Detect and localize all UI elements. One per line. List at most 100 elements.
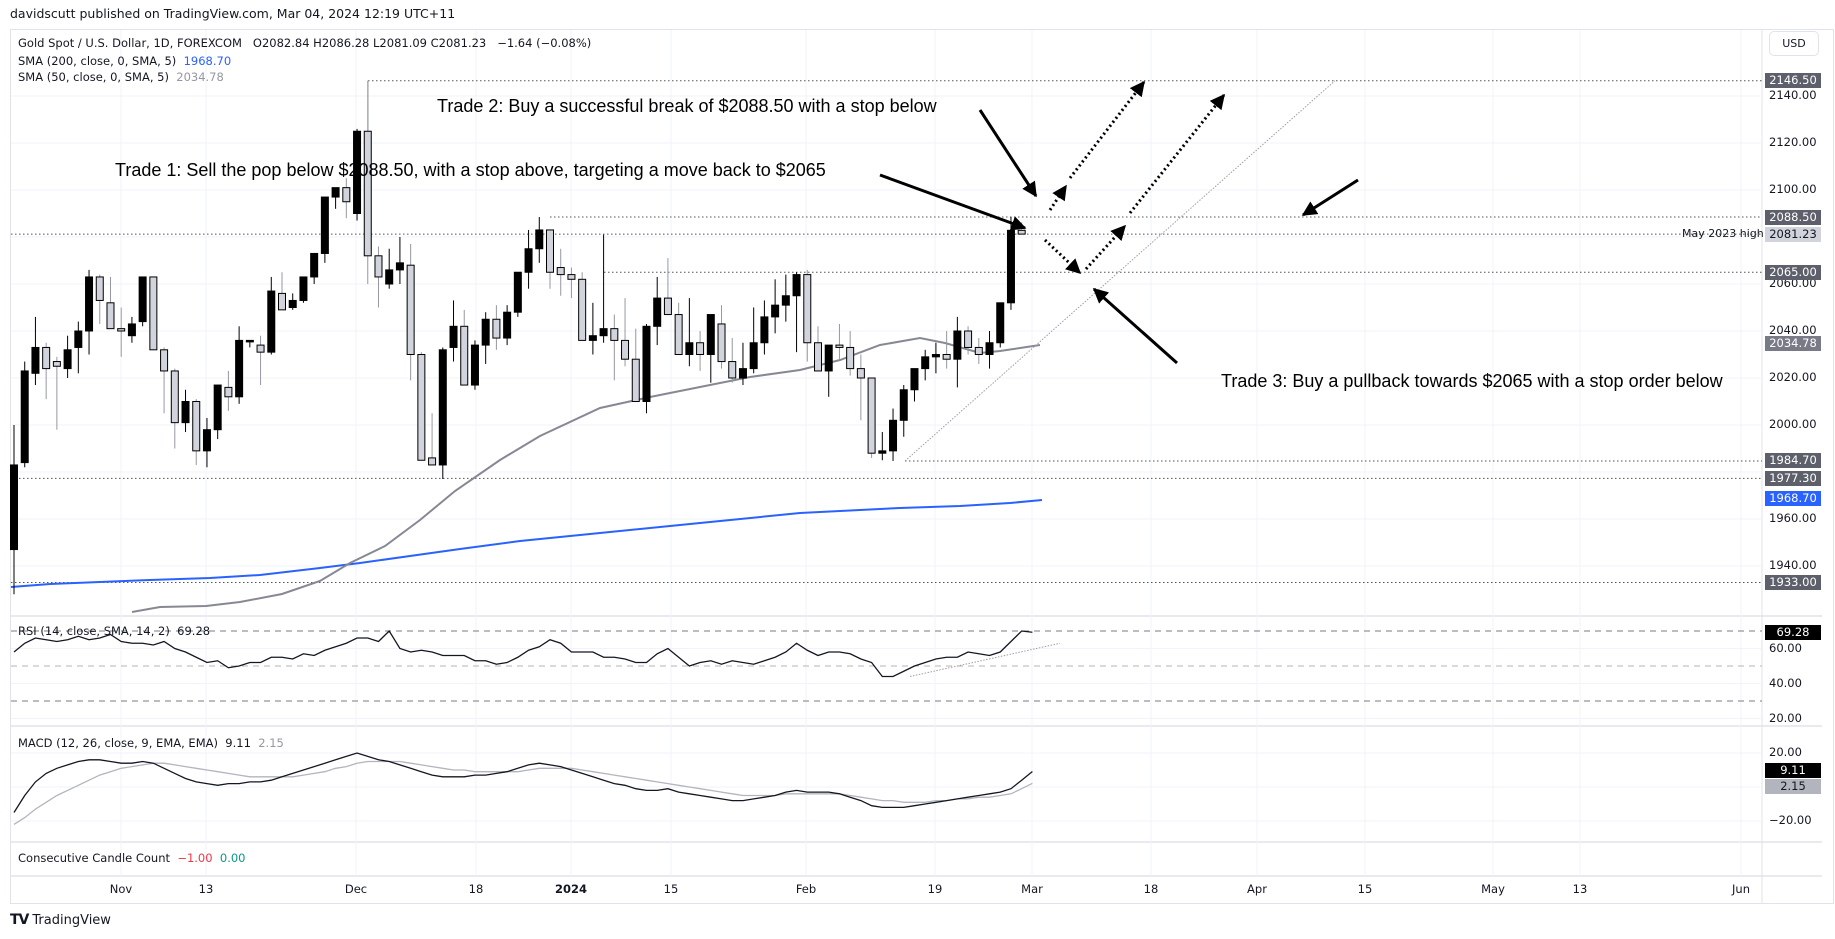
candle-body[interactable] (106, 302, 115, 330)
candle-body[interactable] (824, 344, 833, 372)
candle-body[interactable] (353, 130, 362, 214)
trendline[interactable] (904, 80, 1336, 462)
candle-body[interactable] (438, 349, 447, 466)
candle-body[interactable] (1017, 229, 1026, 235)
candle-body[interactable] (953, 330, 962, 360)
candle-body[interactable] (835, 344, 844, 348)
dotted-arrow-break-target[interactable] (1068, 80, 1146, 179)
candle-body[interactable] (663, 297, 672, 316)
candle-body[interactable] (792, 274, 801, 297)
arrow-trade-1[interactable] (879, 173, 1027, 231)
candle-body[interactable] (556, 267, 565, 276)
candle-body[interactable] (931, 354, 940, 358)
candle-body[interactable] (610, 328, 619, 341)
candle-body[interactable] (781, 295, 790, 306)
ccc-legend[interactable]: Consecutive Candle Count −1.00 0.00 (18, 851, 246, 865)
price-level-badge[interactable]: 2065.00 (1765, 264, 1821, 280)
candle-body[interactable] (52, 361, 61, 367)
arrow-trade-3[interactable] (1092, 287, 1178, 365)
candle-body[interactable] (964, 330, 973, 348)
dotted-arrow-rebound-target[interactable] (1128, 93, 1226, 214)
candle-body[interactable] (160, 349, 169, 372)
candle-body[interactable] (127, 323, 136, 337)
candle-body[interactable] (899, 389, 908, 421)
macd-signal-line[interactable] (13, 760, 1033, 825)
candle-body[interactable] (213, 384, 222, 431)
candle-body[interactable] (42, 346, 51, 370)
candle-body[interactable] (235, 339, 244, 398)
candle-body[interactable] (996, 302, 1005, 344)
price-level-badge[interactable]: 1984.70 (1765, 453, 1821, 469)
macd-line[interactable] (13, 752, 1033, 813)
candle-body[interactable] (20, 370, 29, 464)
macd-legend[interactable]: MACD (12, 26, close, 9, EMA, EMA) 9.11 2… (18, 736, 284, 750)
candle-body[interactable] (428, 457, 437, 466)
candle-body[interactable] (974, 346, 983, 356)
candle-body[interactable] (202, 429, 211, 452)
candle-body[interactable] (867, 377, 876, 454)
candle-body[interactable] (449, 325, 458, 348)
candle-body[interactable] (771, 304, 780, 318)
candle-body[interactable] (267, 290, 276, 353)
candle-body[interactable] (942, 354, 951, 360)
candle-body[interactable] (696, 342, 705, 355)
price-level-badge[interactable]: 1968.70 (1765, 491, 1821, 507)
candle-body[interactable] (856, 368, 865, 379)
candle-body[interactable] (374, 255, 383, 278)
arrow-right-level[interactable] (1301, 178, 1359, 217)
candle-body[interactable] (10, 464, 18, 551)
candle-body[interactable] (814, 342, 822, 372)
candle-body[interactable] (310, 252, 319, 278)
candle-body[interactable] (117, 328, 126, 332)
candle-body[interactable] (385, 269, 394, 285)
candle-body[interactable] (299, 276, 308, 301)
candle-body[interactable] (181, 401, 190, 424)
candle-body[interactable] (492, 318, 501, 339)
sma200-line[interactable] (10, 499, 1043, 588)
candle-body[interactable] (706, 314, 715, 355)
candle-body[interactable] (878, 450, 887, 454)
candle-body[interactable] (513, 271, 522, 313)
candle-body[interactable] (245, 339, 254, 343)
candle-body[interactable] (717, 323, 726, 363)
dotted-arrow-rebound[interactable] (1084, 224, 1127, 271)
candle-body[interactable] (406, 264, 415, 356)
candle-body[interactable] (803, 274, 812, 344)
sma200-legend[interactable]: SMA (200, close, 0, SMA, 5) 1968.70 (18, 54, 231, 68)
candle-body[interactable] (889, 419, 898, 452)
candle-body[interactable] (288, 299, 297, 309)
rsi-legend[interactable]: RSI (14, close, SMA, 14, 2) 69.28 (18, 624, 210, 638)
candle-body[interactable] (138, 276, 147, 323)
candle-body[interactable] (599, 328, 608, 337)
candle-body[interactable] (417, 354, 426, 461)
candle-body[interactable] (95, 276, 104, 301)
candle-body[interactable] (395, 262, 404, 271)
candle-body[interactable] (342, 187, 351, 203)
candle-body[interactable] (631, 358, 640, 403)
price-level-badge[interactable]: 2146.50 (1765, 73, 1821, 89)
candle-body[interactable] (460, 325, 469, 386)
macd-badge[interactable]: 9.11 (1765, 763, 1821, 778)
candle-body[interactable] (535, 229, 544, 250)
candle-body[interactable] (685, 342, 694, 355)
candle-body[interactable] (985, 342, 994, 355)
candle-body[interactable] (85, 276, 94, 332)
currency-button[interactable]: USD (1769, 31, 1819, 56)
candle-body[interactable] (1006, 229, 1015, 304)
candle-body[interactable] (192, 401, 201, 452)
rsi-current-badge[interactable]: 69.28 (1765, 624, 1821, 640)
candle-body[interactable] (674, 314, 683, 355)
candle-body[interactable] (749, 342, 758, 370)
arrow-trade-2[interactable] (978, 109, 1038, 198)
candle-body[interactable] (728, 361, 737, 379)
candle-body[interactable] (738, 368, 747, 379)
candle-body[interactable] (524, 248, 533, 273)
candle-body[interactable] (910, 368, 919, 391)
candle-body[interactable] (653, 297, 662, 327)
sma50-line[interactable] (131, 336, 1041, 613)
price-level-badge[interactable]: 1977.30 (1765, 470, 1821, 486)
candle-body[interactable] (31, 346, 40, 374)
price-level-badge[interactable]: 2088.50 (1765, 209, 1821, 225)
candle-body[interactable] (921, 356, 930, 370)
rsi-line[interactable] (13, 629, 1033, 678)
